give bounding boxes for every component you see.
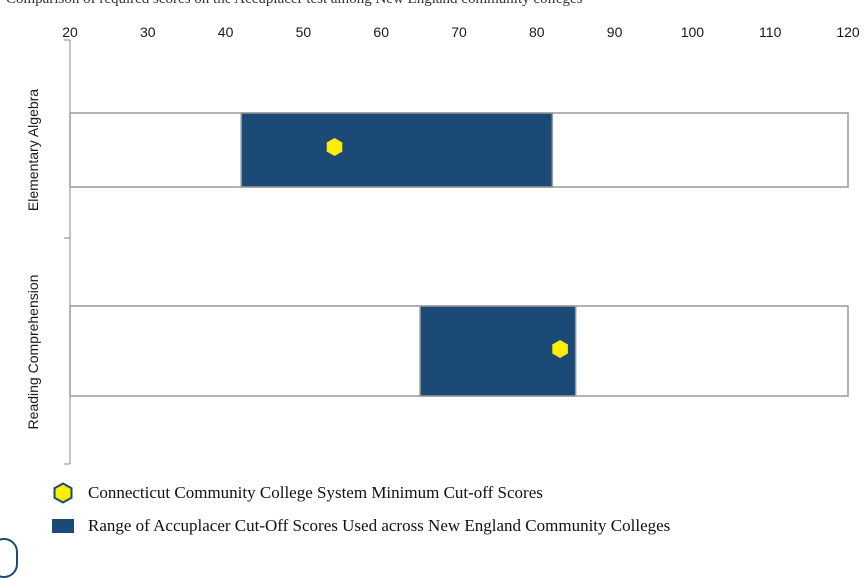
x-tick-label: 120 (836, 24, 860, 40)
cutoff-marker (552, 340, 568, 358)
hexagon-marker-icon (53, 482, 73, 504)
x-tick-label: 30 (140, 24, 156, 40)
range-bar (240, 112, 554, 188)
legend-item-range: Range of Accuplacer Cut-Off Scores Used … (52, 516, 670, 536)
category-label: Elementary Algebra (25, 89, 41, 211)
x-tick-label: 80 (529, 24, 545, 40)
x-tick-label: 110 (759, 24, 782, 40)
cutoff-marker (326, 138, 343, 156)
page-corner-decoration (0, 538, 18, 578)
range-swatch-icon (52, 519, 74, 533)
x-tick-label: 100 (681, 24, 705, 40)
x-tick-label: 40 (218, 24, 234, 40)
chart-caption: Comparison of required scores on the Acc… (6, 0, 583, 8)
range-chart: 20 30 40 50 60 70 80 90 100 110 120 Elementary Alge… (25, 24, 860, 465)
x-tick-label: 70 (451, 24, 467, 40)
x-tick-label: 50 (296, 24, 312, 40)
x-tick-label: 90 (607, 24, 623, 40)
range-bar (419, 305, 577, 397)
legend-item-cutoff: Connecticut Community College System Min… (52, 482, 543, 504)
category-label: Reading Comprehension (25, 275, 41, 430)
x-tick-label: 60 (373, 24, 389, 40)
legend-label-cutoff: Connecticut Community College System Min… (88, 483, 543, 502)
legend-label-range: Range of Accuplacer Cut-Off Scores Used … (88, 516, 671, 535)
x-tick-label: 20 (62, 24, 78, 40)
